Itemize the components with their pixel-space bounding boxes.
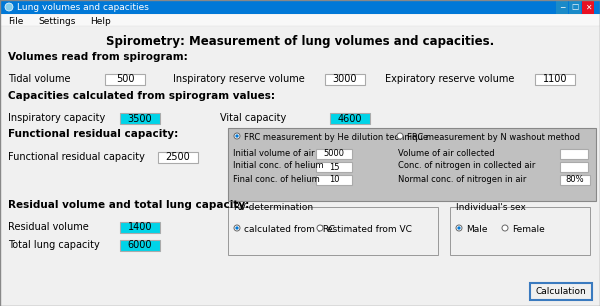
Circle shape [234, 133, 240, 139]
Bar [120, 113, 160, 124]
Circle shape [235, 226, 239, 230]
Text: RV determination: RV determination [234, 203, 313, 212]
Bar [530, 283, 592, 300]
Bar [120, 222, 160, 233]
Bar [120, 240, 160, 251]
Bar [560, 175, 590, 185]
Text: Final conc. of helium: Final conc. of helium [233, 174, 320, 184]
Text: Help: Help [91, 17, 111, 25]
Bar [105, 74, 145, 85]
Bar [330, 113, 370, 124]
Bar [316, 149, 352, 159]
Bar [316, 162, 352, 172]
Text: 15: 15 [329, 162, 339, 171]
Text: 80%: 80% [566, 176, 584, 185]
Text: Residual volume: Residual volume [8, 222, 89, 232]
Text: estimated from VC: estimated from VC [327, 225, 412, 233]
Text: Vital capacity: Vital capacity [220, 113, 286, 123]
Text: 3500: 3500 [128, 114, 152, 124]
Text: 5000: 5000 [323, 150, 344, 159]
Text: Female: Female [512, 225, 545, 233]
Text: Residual volume and total lung capacity:: Residual volume and total lung capacity: [8, 200, 249, 210]
Bar [560, 162, 588, 172]
Bar [560, 149, 588, 159]
Text: Expiratory reserve volume: Expiratory reserve volume [385, 74, 514, 84]
Bar [158, 152, 198, 163]
Text: 1100: 1100 [543, 74, 567, 84]
Text: Calculation: Calculation [536, 287, 586, 296]
Bar [316, 175, 352, 185]
Text: Inspiratory capacity: Inspiratory capacity [8, 113, 105, 123]
Bar [582, 0, 594, 14]
Text: Normal conc. of nitrogen in air: Normal conc. of nitrogen in air [398, 174, 526, 184]
Text: 3000: 3000 [333, 74, 357, 84]
Text: 10: 10 [329, 176, 339, 185]
Text: 4600: 4600 [338, 114, 362, 124]
Text: Spirometry: Measurement of lung volumes and capacities.: Spirometry: Measurement of lung volumes … [106, 35, 494, 48]
Text: Initial conc. of helium: Initial conc. of helium [233, 162, 323, 170]
Text: Volumes read from spirogram:: Volumes read from spirogram: [8, 52, 188, 62]
Bar [569, 0, 581, 14]
Text: 500: 500 [116, 74, 134, 84]
Text: □: □ [571, 2, 578, 12]
Text: Functional residual capacity:: Functional residual capacity: [8, 129, 178, 139]
Text: Volume of air collected: Volume of air collected [398, 148, 494, 158]
Text: Male: Male [466, 225, 487, 233]
Text: Conc. of nitrogen in collected air: Conc. of nitrogen in collected air [398, 162, 535, 170]
Circle shape [235, 134, 239, 138]
Circle shape [5, 3, 13, 11]
Circle shape [502, 225, 508, 231]
Bar [228, 207, 438, 255]
Text: ─: ─ [560, 2, 565, 12]
Bar [325, 74, 365, 85]
Text: Initial volume of air: Initial volume of air [233, 148, 314, 158]
Text: ✕: ✕ [585, 2, 591, 12]
Text: Functional residual capacity: Functional residual capacity [8, 152, 145, 162]
Bar [535, 74, 575, 85]
Circle shape [234, 225, 240, 231]
Text: Tidal volume: Tidal volume [8, 74, 71, 84]
Text: 6000: 6000 [128, 241, 152, 251]
Circle shape [317, 225, 323, 231]
Text: Settings: Settings [39, 17, 76, 25]
Bar [0, 14, 600, 26]
Bar [0, 0, 600, 14]
Text: 2500: 2500 [166, 152, 190, 162]
Text: FRC measurement by N washout method: FRC measurement by N washout method [407, 132, 580, 141]
Text: calculated from FRC: calculated from FRC [244, 225, 335, 233]
Text: Inspiratory reserve volume: Inspiratory reserve volume [173, 74, 305, 84]
Text: File: File [8, 17, 23, 25]
Circle shape [456, 225, 462, 231]
Text: Individual's sex: Individual's sex [456, 203, 526, 212]
Text: FRC measurement by He dilution technique: FRC measurement by He dilution technique [244, 132, 428, 141]
Text: Total lung capacity: Total lung capacity [8, 240, 100, 250]
Bar [228, 128, 596, 201]
Text: Lung volumes and capacities: Lung volumes and capacities [17, 3, 149, 13]
Bar [450, 207, 590, 255]
Text: 1400: 1400 [128, 222, 152, 233]
Text: Capacities calculated from spirogram values:: Capacities calculated from spirogram val… [8, 91, 275, 101]
Circle shape [397, 133, 403, 139]
Circle shape [457, 226, 461, 230]
Bar [556, 0, 568, 14]
